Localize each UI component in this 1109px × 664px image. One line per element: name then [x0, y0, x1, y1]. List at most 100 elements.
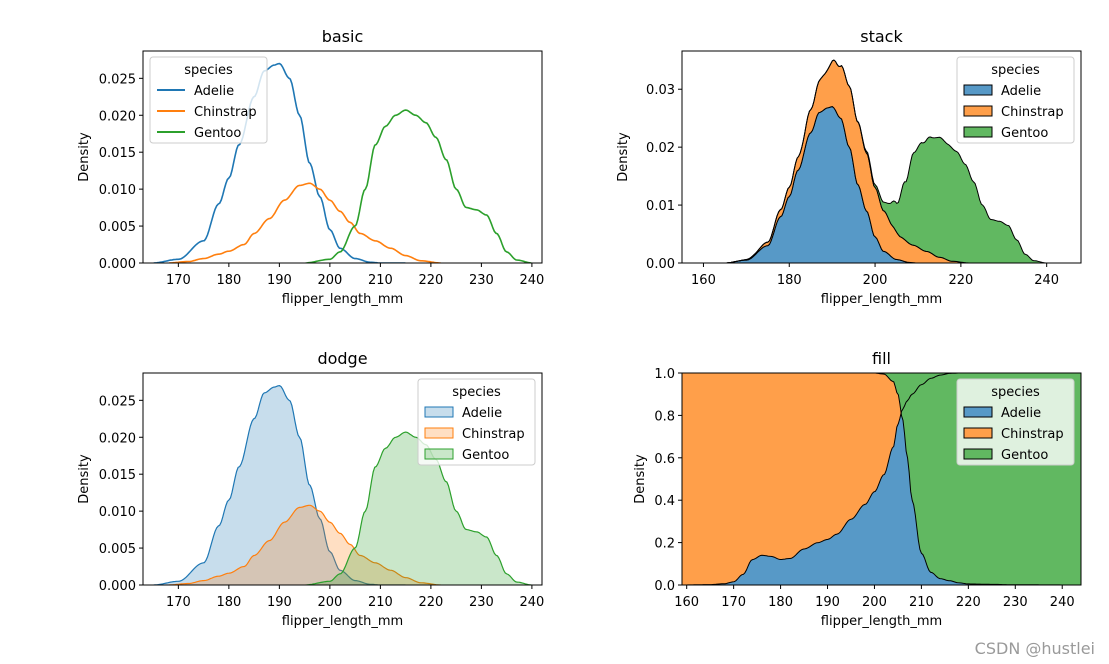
legend: species Adelie Chinstrap Gentoo: [417, 378, 536, 466]
chart-title: stack: [860, 27, 903, 46]
x-tick-label: 190: [815, 595, 840, 610]
legend-frame: [149, 56, 268, 144]
chart-stack: 160 180 200 220 240 0.00 0.01 0.02 0.03 stack flip…: [616, 27, 1082, 307]
y-tick-label: 0.000: [99, 257, 136, 272]
legend-label-chinstrap: Chinstrap: [194, 105, 257, 120]
density-line-chinstrap: [169, 504, 441, 585]
density-fill-adelie: [153, 385, 406, 585]
legend: species Adelie Chinstrap Gentoo: [956, 56, 1075, 144]
density-line-adelie: [153, 384, 406, 585]
y-tick-label: 0.020: [99, 109, 136, 124]
legend: species Adelie Chinstrap Gentoo: [956, 378, 1075, 466]
y-tick-label: 0.00: [646, 257, 675, 272]
x-tick-label: 240: [1050, 595, 1075, 610]
axes-frame: [681, 50, 1082, 264]
legend-swatch-gentoo: [963, 448, 993, 460]
x-tick-label: 230: [1003, 595, 1028, 610]
plot-area: [682, 59, 1081, 263]
y-tick-label: 0.01: [646, 199, 675, 214]
y-tick-label: 0.015: [99, 146, 136, 161]
x-tick-label: 210: [909, 595, 934, 610]
density-line-chinstrap: [169, 182, 441, 263]
y-tick-label: 0.02: [646, 141, 675, 156]
x-tick-label: 160: [691, 273, 716, 288]
x-tick-label: 230: [469, 273, 494, 288]
legend: species Adelie Chinstrap Gentoo: [149, 56, 268, 144]
plot-area: [153, 384, 532, 585]
x-axis-label: flipper_length_mm: [282, 292, 403, 307]
legend-swatch-chinstrap: [963, 105, 993, 117]
fill-boundary-0: [682, 373, 1081, 585]
y-tick-label: 0.010: [99, 183, 136, 198]
y-tick-label: 0.015: [99, 468, 136, 483]
y-tick-label: 0.025: [99, 72, 136, 87]
x-tick-label: 220: [956, 595, 981, 610]
legend-swatch-gentoo: [424, 448, 454, 460]
legend-frame: [417, 378, 536, 466]
axes-frame: [681, 372, 1082, 586]
legend-frame: [956, 378, 1075, 466]
y-tick-label: 0.03: [646, 83, 675, 98]
chart-title: dodge: [317, 349, 367, 368]
legend-label-gentoo: Gentoo: [462, 448, 509, 463]
x-axis-label: flipper_length_mm: [282, 614, 403, 629]
y-tick-label: 0.020: [99, 431, 136, 446]
legend-swatch-adelie: [424, 406, 454, 418]
axes-frame: [142, 372, 543, 586]
legend-frame: [956, 56, 1075, 144]
legend-swatch-adelie: [963, 406, 993, 418]
legend-title: species: [991, 385, 1040, 400]
x-tick-label: 200: [317, 273, 342, 288]
legend-label-chinstrap: Chinstrap: [1001, 105, 1064, 120]
x-tick-label: 240: [519, 595, 544, 610]
y-tick-label: 0.0: [654, 579, 675, 594]
legend-label-adelie: Adelie: [462, 406, 502, 421]
x-tick-label: 210: [368, 595, 393, 610]
legend-label-gentoo: Gentoo: [194, 126, 241, 141]
legend-label-adelie: Adelie: [1001, 406, 1041, 421]
x-tick-label: 200: [862, 595, 887, 610]
y-tick-label: 0.010: [99, 505, 136, 520]
x-tick-label: 170: [721, 595, 746, 610]
density-line-adelie: [153, 62, 406, 263]
chart-fill: 160 170 180 190 200 210 220 230 240 0.0 0.2 0.4 0.6 0…: [633, 349, 1082, 629]
y-axis-label: Density: [77, 132, 92, 182]
x-tick-label: 220: [948, 273, 973, 288]
y-tick-label: 0.6: [654, 452, 675, 467]
y-tick-label: 0.4: [654, 494, 675, 509]
x-tick-label: 190: [267, 273, 292, 288]
x-tick-label: 180: [768, 595, 793, 610]
y-tick-label: 0.005: [99, 220, 136, 235]
legend-swatch-chinstrap: [963, 427, 993, 439]
y-tick-label: 0.025: [99, 394, 136, 409]
density-line-gentoo: [305, 109, 532, 263]
stack-area-gentoo: [682, 59, 1081, 263]
legend-label-gentoo: Gentoo: [1001, 448, 1048, 463]
x-tick-label: 180: [777, 273, 802, 288]
chart-dodge: 170 180 190 200 210 220 230 240 0.000 0.005 0.010 0…: [77, 349, 544, 629]
y-axis-label: Density: [633, 454, 648, 504]
x-tick-label: 180: [216, 595, 241, 610]
y-tick-label: 0.005: [99, 542, 136, 557]
legend-label-adelie: Adelie: [1001, 84, 1041, 99]
chart-basic: 170 180 190 200 210 220 230 240 0.000 0.005 0.010 0…: [77, 27, 544, 307]
x-tick-label: 220: [418, 595, 443, 610]
x-tick-label: 180: [216, 273, 241, 288]
x-tick-label: 170: [166, 273, 191, 288]
legend-label-chinstrap: Chinstrap: [462, 427, 525, 442]
x-tick-label: 170: [166, 595, 191, 610]
y-axis-label: Density: [616, 132, 631, 182]
legend-label-gentoo: Gentoo: [1001, 126, 1048, 141]
y-tick-label: 0.000: [99, 579, 136, 594]
legend-swatch-gentoo: [963, 126, 993, 138]
chart-title: basic: [322, 27, 364, 46]
x-axis-label: flipper_length_mm: [821, 292, 942, 307]
x-tick-label: 160: [674, 595, 699, 610]
y-tick-label: 0.8: [654, 409, 675, 424]
legend-title: species: [991, 63, 1040, 78]
legend-title: species: [452, 385, 501, 400]
legend-swatch-adelie: [963, 84, 993, 96]
y-tick-label: 1.0: [654, 367, 675, 382]
y-axis-label: Density: [77, 454, 92, 504]
